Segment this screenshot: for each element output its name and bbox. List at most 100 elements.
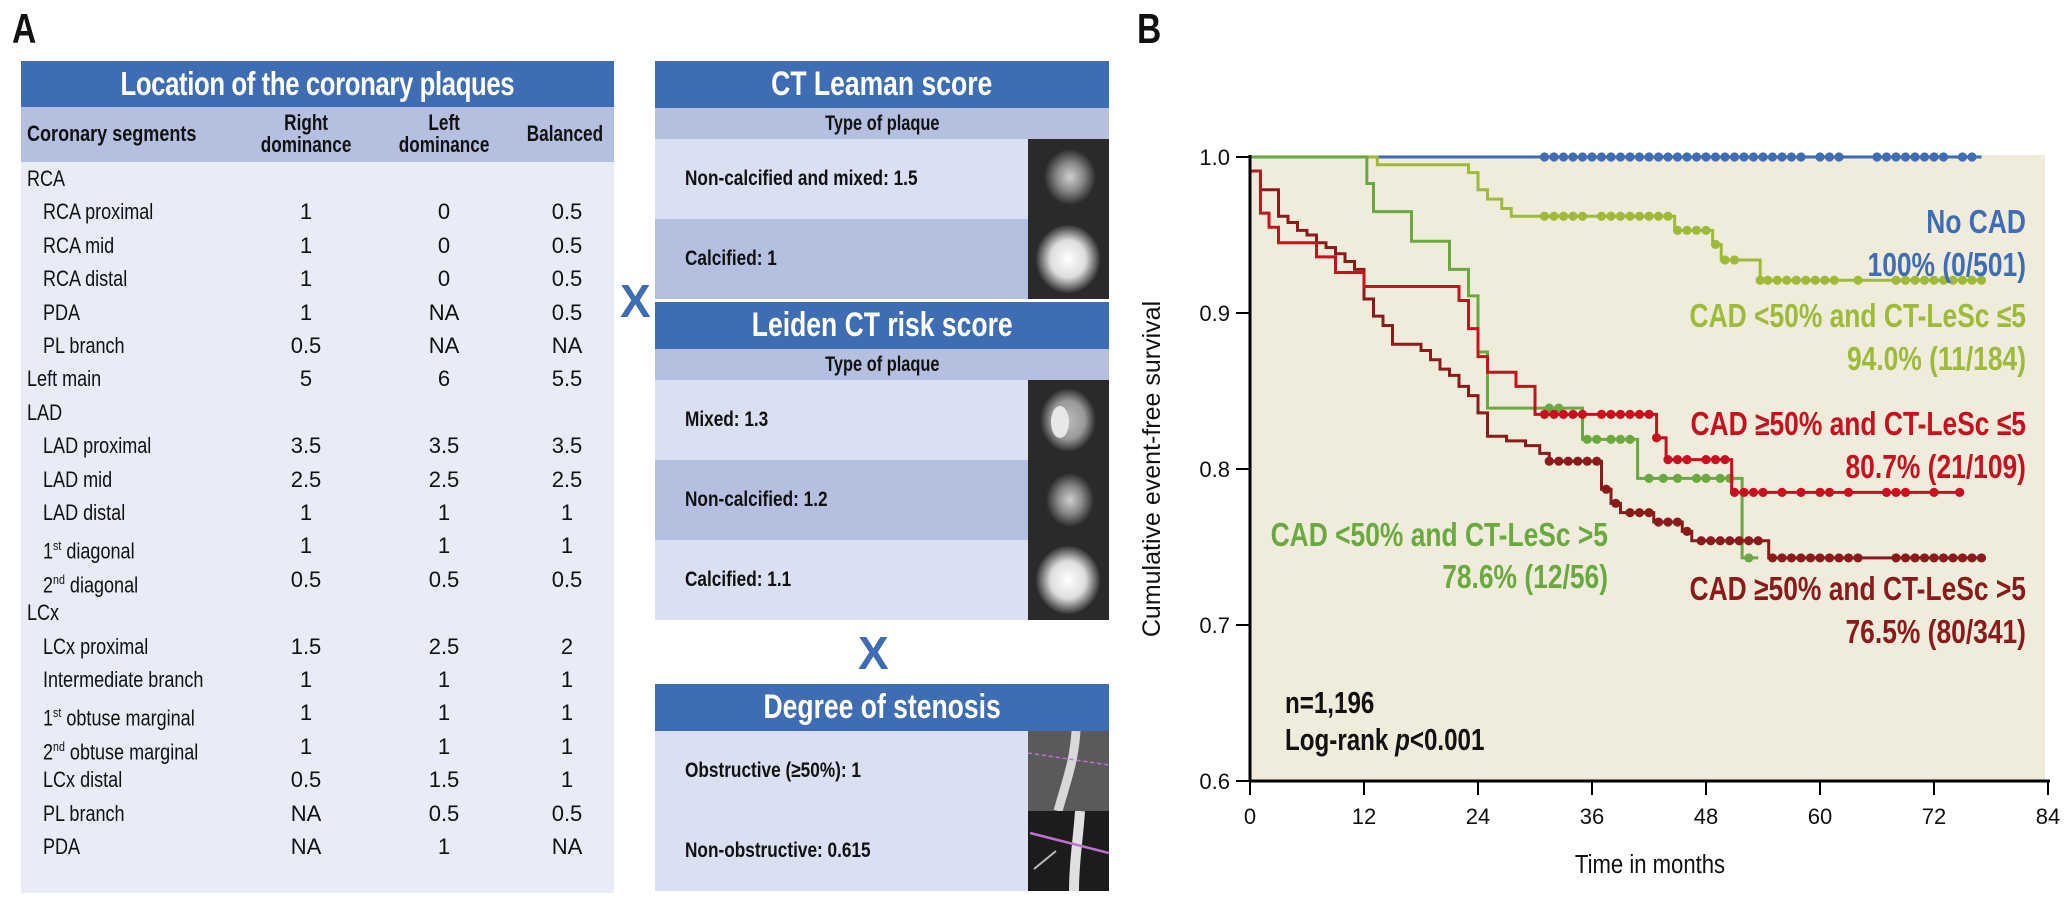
legend-summary: 76.5% (80/341) [1846,614,2026,650]
stenosis-row-text: Non-obstructive: 0.615 [685,839,871,862]
cell-balanced: 1 [560,733,574,759]
censor-mark [1791,275,1801,285]
censor-mark [1653,152,1664,162]
cell-balanced: 1 [560,767,574,793]
censor-mark [1739,152,1749,162]
cell-right: 1 [299,232,313,258]
censor-mark [1815,152,1825,162]
cell-left: 0 [437,266,451,292]
segment-label: 1st diagonal [43,529,135,567]
multiply-symbol-2: X [858,627,889,679]
multiply-symbol-1: X [620,275,651,327]
censor-mark [1843,487,1854,497]
censor-mark [1744,536,1754,546]
censor-mark [1820,275,1830,285]
cell-balanced: 0.5 [551,232,583,258]
censor-mark [1810,275,1820,285]
cell-balanced: 0.5 [551,299,583,325]
cell-balanced: 2 [560,633,574,659]
cell-balanced: 0.5 [551,566,583,592]
censor-mark [1558,409,1569,419]
leiden-subhead-text: Type of plaque [824,353,940,376]
censor-mark [1815,553,1825,563]
cell-balanced: 2.5 [551,466,583,492]
y-axis-label: Cumulative event-free survival [1138,301,1166,637]
stenosis-row-text: Obstructive (≥50%): 1 [685,759,861,782]
censor-mark [1652,433,1662,443]
censor-mark [1582,434,1592,444]
location-table-title-text: Location of the coronary plaques [120,65,515,102]
angio-image-obstructive [1028,731,1109,811]
censor-mark [1577,211,1588,221]
censor-mark [1544,403,1554,413]
annotation-logrank: Log-rank p<0.001 [1285,722,1484,757]
legend-name: CAD <50% and CT-LeSc ≤5 [1690,298,2026,334]
series-4 [1250,169,1987,563]
censor-mark [1758,487,1768,497]
censor-mark [1663,211,1673,221]
censor-mark [1625,434,1635,444]
censor-mark [1696,536,1706,546]
censor-mark [1615,409,1626,419]
censor-mark [1881,152,1892,162]
cell-left: 1 [437,700,451,726]
censor-mark [1625,211,1635,221]
segment-label-sup: st [53,705,62,721]
censor-mark [1611,498,1621,508]
leiden-row: Mixed: 1.3 [655,380,1109,460]
cell-right: NA [290,800,322,826]
censor-mark [1796,553,1806,563]
censor-mark [1938,553,1949,563]
segment-label: PDA [43,299,81,325]
censor-mark [1634,409,1645,419]
censor-mark [1967,553,1977,563]
segment-label: PL branch [43,800,125,826]
censor-mark [1955,487,1965,497]
censor-mark [1929,553,1939,563]
censor-mark [1691,152,1702,162]
censor-mark [1615,152,1626,162]
censor-mark [1672,517,1683,527]
annotation-logrank-value: <0.001 [1410,722,1485,757]
leiden-row-text: Non-calcified: 1.2 [685,488,828,511]
censor-mark [1563,456,1573,466]
cell-left: 1 [437,733,451,759]
ct-leaman-row-text: Non-calcified and mixed: 1.5 [685,167,918,190]
censor-mark [1801,275,1811,285]
x-tick-label: 84 [2036,804,2060,829]
segment-label-num: 1 [43,705,54,731]
censor-mark [1782,275,1792,285]
censor-mark [1948,553,1958,563]
segment-label: RCA [27,166,66,191]
censor-mark [1663,517,1673,527]
censor-mark [1805,553,1816,563]
censor-mark [1663,152,1673,162]
x-tick-label: 36 [1580,804,1604,829]
cell-left: 2.5 [428,633,460,659]
censor-mark [1967,275,1977,285]
censor-mark [1549,409,1559,419]
censor-mark [1900,152,1911,162]
cell-balanced: 0.5 [551,800,583,826]
ct-leaman-row: Non-calcified and mixed: 1.5 [655,139,1109,219]
col-header-segments-text: Coronary segments [27,121,197,146]
censor-mark [1596,152,1607,162]
y-tick-label: 0.8 [1199,457,1230,482]
legend-summary: 94.0% (11/184) [1847,341,2026,377]
legend-summary: 78.6% (12/56) [1442,559,1608,595]
table-row: LCx proximal 1.5 2.5 2 [21,630,614,663]
x-tick-label: 0 [1244,804,1256,829]
legend-name: CAD <50% and CT-LeSc >5 [1271,517,1608,553]
censor-mark [1701,152,1711,162]
ct-plaque-image-noncalcified [1028,139,1109,219]
series-1 [1250,155,1987,285]
col-header-left-l2: dominance [398,132,490,157]
censor-mark [1682,225,1692,235]
x-tick-label: 48 [1694,804,1718,829]
censor-mark [1910,152,1920,162]
km-curve [1250,155,1982,282]
cell-left: 0.5 [428,566,460,592]
censor-mark [1715,536,1725,546]
col-header-right-l1: Right [284,110,328,135]
